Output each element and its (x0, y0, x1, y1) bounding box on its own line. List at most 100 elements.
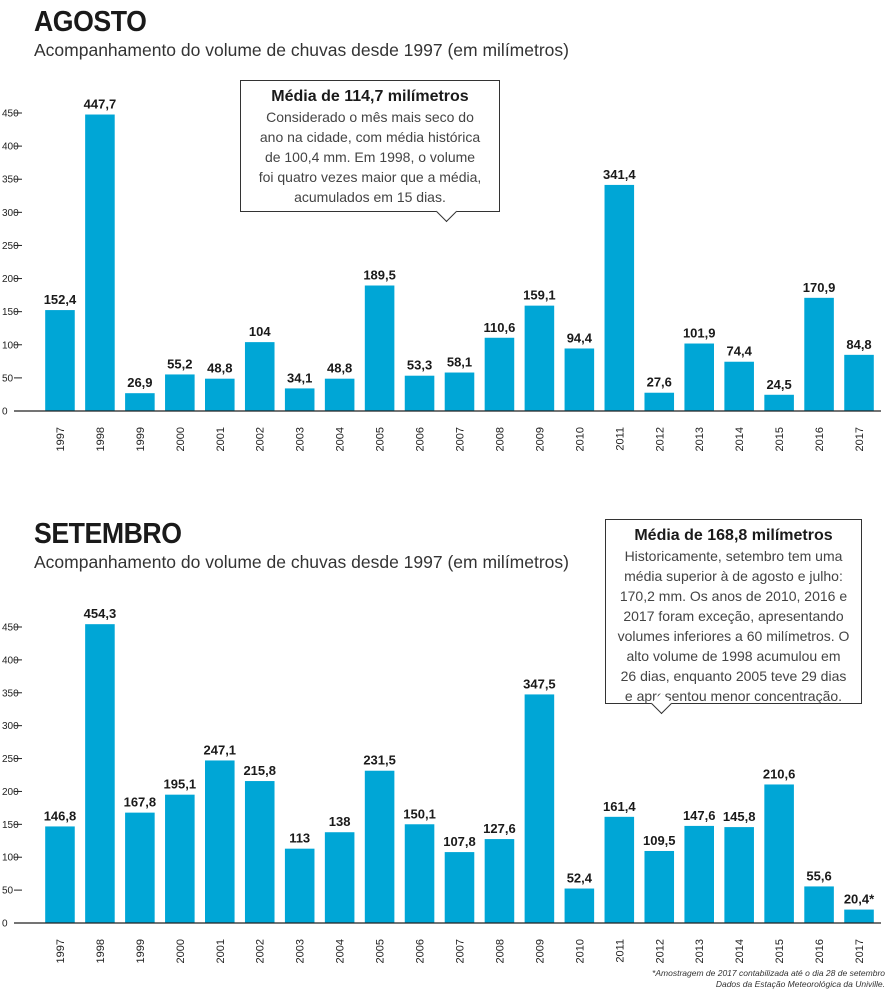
bar (844, 909, 874, 923)
callout-line: Considerado o mês mais seco do (266, 109, 474, 125)
y-tick-label: 400 (2, 142, 19, 153)
callout-line: 26 dias, enquanto 2005 teve 29 dias (620, 668, 847, 684)
bar-value-label: 447,7 (84, 97, 117, 112)
bar-value-label: 127,6 (483, 821, 516, 836)
bar (564, 888, 595, 923)
x-tick-label: 2011 (614, 427, 626, 451)
x-tick-label: 2006 (415, 939, 427, 963)
x-tick-label: 2016 (814, 939, 826, 963)
x-tick-label: 1997 (55, 427, 67, 451)
footnote-sample-note: *Amostragem de 2017 contabilizada até o … (652, 968, 885, 978)
callout-heading: Média de 168,8 milímetros (634, 527, 833, 544)
callout-line: foi quatro vezes maior que a média, (258, 169, 482, 185)
x-tick-label: 2003 (295, 939, 307, 963)
bar-value-label: 138 (329, 814, 351, 829)
x-tick-label: 1999 (135, 939, 147, 963)
august-bar-chart: 0 50 100 150 200 250 300 350 400 450 152,4 1997 447,… (2, 97, 881, 451)
bar-value-label: 55,6 (806, 868, 831, 883)
x-tick-label: 2009 (534, 427, 546, 451)
y-tick-label: 100 (2, 340, 19, 351)
bar (804, 297, 834, 411)
x-tick-label: 2012 (654, 939, 666, 963)
bar-value-label: 52,4 (567, 871, 593, 886)
y-tick-label: 350 (2, 688, 19, 699)
bar (484, 337, 515, 411)
bar (764, 394, 794, 411)
bar (484, 839, 515, 923)
august-chart-panel: AGOSTO Acompanhamento do volume de chuva… (0, 0, 889, 470)
bar-value-label: 104 (249, 324, 271, 339)
x-tick-label: 2005 (375, 939, 387, 963)
bar (284, 388, 315, 411)
y-tick-label: 450 (2, 623, 19, 634)
bar (604, 184, 635, 411)
bar-value-label: 231,5 (363, 753, 396, 768)
bar-value-label: 53,3 (407, 358, 432, 373)
chart-subtitle: Acompanhamento do volume de chuvas desde… (34, 552, 569, 572)
bar (644, 392, 675, 411)
bar-value-label: 58,1 (447, 355, 472, 370)
bar (724, 827, 754, 923)
bar-value-label: 454,3 (84, 606, 117, 621)
callout-line: volumes inferiores a 60 milímetros. O (617, 628, 850, 644)
x-tick-label: 2012 (654, 427, 666, 451)
x-tick-label: 2017 (854, 427, 866, 451)
x-tick-label: 2007 (455, 427, 467, 451)
bar-value-label: 146,8 (44, 808, 77, 823)
bar (604, 816, 635, 923)
x-tick-label: 2010 (574, 939, 586, 963)
y-tick-label: 200 (2, 274, 19, 285)
chart-title: AGOSTO (34, 6, 147, 38)
x-tick-label: 2002 (255, 939, 267, 963)
bar-value-label: 48,8 (207, 361, 232, 376)
bar (125, 812, 155, 923)
bar-value-label: 27,6 (647, 375, 672, 390)
chart-subtitle: Acompanhamento do volume de chuvas desde… (34, 40, 569, 60)
bar-value-label: 147,6 (683, 808, 716, 823)
bar-value-label: 48,8 (327, 361, 352, 376)
x-tick-label: 2007 (455, 939, 467, 963)
bar-value-label: 74,4 (727, 344, 753, 359)
bar (684, 343, 714, 411)
callout-line: acumulados em 15 dias. (294, 189, 446, 205)
footnote-source: Dados da Estação Meteorológica da Univil… (715, 979, 885, 989)
bar-value-label: 24,5 (766, 377, 791, 392)
callout-line: 2017 foram exceção, apresentando (623, 608, 844, 624)
bar-value-label: 55,2 (167, 356, 192, 371)
x-tick-label: 2004 (335, 427, 347, 451)
bar (205, 378, 235, 411)
footnote: *Amostragem de 2017 contabilizada até o … (652, 968, 885, 990)
y-tick-label: 250 (2, 241, 19, 252)
x-tick-label: 2003 (295, 427, 307, 451)
bar (244, 781, 275, 923)
y-tick-label: 300 (2, 208, 19, 219)
bar-value-label: 167,8 (124, 795, 157, 810)
bar (324, 832, 355, 923)
september-chart-panel: SETEMBRO Acompanhamento do volume de chu… (0, 512, 889, 963)
bar (125, 393, 155, 411)
bar-value-label: 145,8 (723, 809, 756, 824)
bar (724, 361, 754, 411)
callout-line: média superior à de agosto e julho: (624, 568, 843, 584)
bar (45, 826, 75, 923)
bar-value-label: 341,4 (603, 167, 636, 182)
bar-value-label: 101,9 (683, 326, 716, 341)
august-average-callout: Média de 114,7 milímetros Considerado o … (240, 80, 500, 223)
bar (444, 372, 475, 411)
september-bar-chart: 0 50 100 150 200 250 300 350 400 450 146,8 1997 454,… (2, 606, 881, 963)
bar-value-label: 347,5 (523, 676, 556, 691)
x-tick-label: 2013 (694, 427, 706, 451)
x-tick-label: 2001 (215, 427, 227, 451)
x-tick-label: 2010 (574, 427, 586, 451)
x-tick-label: 2000 (175, 939, 187, 963)
x-tick-label: 2013 (694, 939, 706, 963)
y-tick-label: 450 (2, 109, 19, 120)
bar (45, 310, 75, 411)
bar-value-label: 161,4 (603, 799, 636, 814)
bar (524, 694, 555, 923)
bar-value-label: 247,1 (204, 742, 237, 757)
callout-heading: Média de 114,7 milímetros (271, 88, 469, 105)
y-tick-label: 150 (2, 307, 19, 318)
bar-value-label: 113 (289, 831, 310, 846)
y-tick-label: 150 (2, 820, 19, 831)
